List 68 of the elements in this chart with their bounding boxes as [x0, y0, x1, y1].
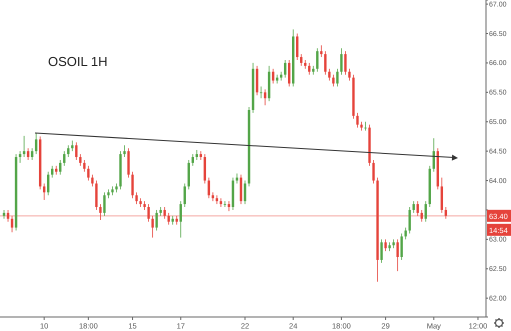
candlestick — [256, 65, 258, 96]
candlestick — [264, 88, 266, 106]
candlestick — [224, 200, 226, 208]
candlestick — [184, 183, 186, 208]
candlestick — [147, 204, 150, 222]
candlestick — [204, 154, 206, 184]
candlestick — [424, 200, 427, 222]
candlestick — [332, 74, 335, 87]
candlestick — [91, 174, 94, 187]
candlestick — [444, 206, 448, 220]
candlestick — [192, 154, 194, 166]
candlestick — [42, 183, 46, 200]
candlestick — [316, 48, 319, 72]
candlestick — [103, 192, 106, 216]
candlestick — [296, 33, 298, 60]
candlestick — [336, 68, 339, 87]
candlestick — [412, 200, 415, 214]
candlestick — [63, 150, 66, 166]
candlestick — [320, 44, 323, 58]
candlestick — [180, 200, 182, 238]
candlestick — [404, 227, 407, 240]
candlestick — [344, 50, 347, 76]
candlestick — [83, 160, 86, 172]
candlestick — [324, 50, 327, 76]
text: OSOIL 1H — [48, 54, 108, 69]
candlestick — [131, 171, 134, 199]
candlestick — [340, 48, 343, 76]
candlestick — [22, 135, 26, 158]
candlestick — [167, 212, 170, 226]
candlestick — [432, 138, 435, 172]
candlestick — [380, 238, 383, 264]
candlestick — [75, 142, 78, 160]
candlestick — [384, 238, 387, 252]
candlestick — [26, 148, 30, 160]
candlestick — [416, 200, 419, 216]
candlestick — [272, 68, 274, 84]
candlestick — [328, 68, 331, 81]
candlestick — [99, 204, 102, 220]
candlestick — [348, 68, 351, 81]
candlestick — [30, 148, 34, 160]
candlestick — [420, 210, 423, 222]
candlestick — [196, 150, 198, 160]
candlestick — [188, 160, 190, 190]
candlestick — [228, 200, 230, 212]
candlestick — [67, 144, 70, 158]
candlestick — [440, 177, 444, 214]
candlestick — [163, 206, 166, 220]
candlestick — [59, 160, 62, 176]
candlestick — [288, 60, 290, 87]
candlestick — [87, 165, 90, 181]
candlestick — [46, 171, 50, 196]
candlestick — [95, 180, 98, 210]
candlestick — [208, 177, 210, 199]
candlestick — [18, 150, 22, 164]
candlestick — [284, 60, 286, 78]
candlestick — [364, 121, 367, 131]
candlestick — [308, 62, 310, 76]
candlestick — [151, 215, 154, 238]
candlestick — [155, 210, 158, 231]
candlestick — [135, 192, 138, 204]
candlestick — [34, 133, 38, 154]
candlestick — [79, 154, 82, 166]
candlestick — [300, 54, 302, 66]
candlestick — [408, 206, 411, 234]
candlestick — [400, 233, 403, 260]
candlestick — [396, 238, 399, 272]
candlestick — [51, 165, 54, 178]
candlestick — [10, 215, 14, 233]
